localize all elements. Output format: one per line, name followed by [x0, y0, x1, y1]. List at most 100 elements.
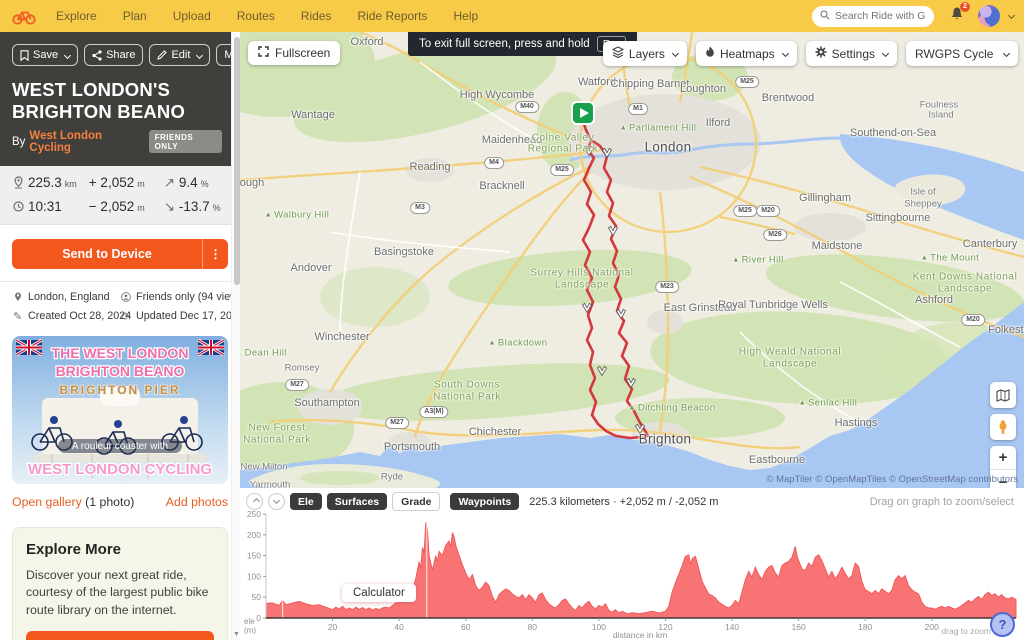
street-view-pegman-button[interactable] [990, 414, 1016, 440]
add-photos-link[interactable]: Add photos [165, 494, 228, 509]
account-menu-chevron-icon[interactable] [1006, 7, 1016, 25]
svg-text:BRIGHTON PIER: BRIGHTON PIER [59, 383, 180, 397]
search-box[interactable] [812, 5, 934, 27]
send-to-device-button[interactable]: Send to Device ⋮ [12, 238, 228, 269]
elevation-area [265, 522, 1017, 619]
tab-surfaces[interactable]: Surfaces [326, 493, 388, 510]
nav-item-routes[interactable]: Routes [236, 9, 275, 23]
open-gallery-link[interactable]: Open gallery [12, 494, 82, 509]
map-controls: Layers Heatmaps Settings RWGPS Cycle [602, 41, 1018, 66]
route-direction-arrow-icon [615, 308, 627, 320]
zoom-controls: + − [990, 446, 1016, 488]
map-base [240, 32, 1024, 488]
heatmaps-button[interactable]: Heatmaps [695, 41, 797, 66]
share-button[interactable]: Share [84, 44, 144, 66]
photo-count: (1 photo) [85, 494, 135, 509]
help-button[interactable]: ? [990, 612, 1015, 637]
notification-badge: 2 [960, 2, 970, 12]
privacy-badge: FRIENDS ONLY [148, 130, 222, 154]
search-input[interactable] [835, 10, 925, 22]
layers-button[interactable]: Layers [602, 41, 687, 66]
map-details-button[interactable] [990, 382, 1016, 408]
fullscreen-icon [258, 46, 269, 60]
expand-panel-button[interactable] [268, 493, 285, 510]
by-label: By [12, 135, 26, 148]
meta-created: ✎ Created Oct 28, 2024 [12, 310, 132, 323]
notifications-button[interactable]: 2 [950, 2, 970, 26]
svg-text:250: 250 [247, 509, 261, 519]
nav-item-ride-reports[interactable]: Ride Reports [357, 9, 428, 23]
y-axis-label: ele [244, 617, 255, 626]
basemap-select[interactable]: RWGPS Cycle [906, 41, 1018, 66]
svg-text:60: 60 [461, 622, 471, 632]
route-stats: 225.3 km + 2,052 m ↗ 9.4% 10:31 − 2,052 m ↘… [0, 165, 240, 225]
zoom-in-button[interactable]: + [990, 446, 1016, 470]
nav-item-plan[interactable]: Plan [122, 9, 147, 23]
svg-text:140: 140 [725, 622, 739, 632]
stat-time: 10:31 [12, 199, 89, 215]
collapse-panel-button[interactable] [246, 493, 263, 510]
stat-min-grade: ↘ -13.7% [163, 198, 221, 214]
route-sidebar: Save Share Edit More WEST LONDON'S BRIGH… [0, 32, 240, 640]
elevation-panel: Ele Surfaces Grade Waypoints 225.3 kilom… [240, 488, 1024, 640]
send-options-button[interactable]: ⋮ [202, 238, 228, 269]
route-direction-arrow-icon [581, 302, 593, 314]
svg-text:50: 50 [252, 592, 262, 602]
tab-waypoints[interactable]: Waypoints [450, 493, 520, 510]
svg-text:20: 20 [328, 622, 338, 632]
svg-text:200: 200 [247, 530, 261, 540]
svg-text:0: 0 [256, 613, 261, 623]
explore-more-body: Discover your next great ride, courtesy … [26, 567, 209, 617]
svg-text:WEST LONDON CYCLING: WEST LONDON CYCLING [28, 461, 212, 478]
sidebar-scrollbar[interactable]: ▼ [231, 32, 240, 640]
location-pin-icon [12, 292, 23, 302]
nav-item-rides[interactable]: Rides [300, 9, 332, 23]
elevation-chart[interactable]: 0 50 100 150 200 250 20 40 60 80 100 120 140 160 180 20… [240, 506, 1024, 640]
scrollbar-thumb[interactable] [233, 37, 240, 285]
svg-text:200: 200 [925, 622, 939, 632]
clock-icon [12, 201, 25, 212]
route-photo[interactable]: THE WEST LONDON BRIGHTON BEANO BRIGHTON … [12, 335, 228, 484]
gallery-row: Open gallery (1 photo) Add photos [0, 492, 240, 518]
union-jack-flag-left [15, 338, 43, 356]
save-button[interactable]: Save [12, 44, 79, 66]
svg-text:BRIGHTON BEANO: BRIGHTON BEANO [56, 363, 185, 379]
fullscreen-button[interactable]: Fullscreen [248, 41, 341, 65]
nav-item-explore[interactable]: Explore [56, 9, 97, 23]
nav-item-help[interactable]: Help [453, 9, 479, 23]
stat-descent: − 2,052 m [88, 198, 145, 214]
edit-button[interactable]: Edit [149, 44, 211, 66]
tab-grade[interactable]: Grade [392, 492, 441, 511]
scrollbar-down-arrow-icon[interactable]: ▼ [233, 631, 240, 638]
calculator-button[interactable]: Calculator [342, 584, 416, 602]
author-link[interactable]: West London Cycling [29, 129, 103, 154]
stat-max-grade: ↗ 9.4% [163, 174, 209, 190]
grade-down-icon: ↘ [163, 198, 175, 214]
sidebar-header: Save Share Edit More WEST LONDON'S BRIGH… [0, 32, 240, 166]
nav-item-upload[interactable]: Upload [172, 9, 211, 23]
route-byline: By West London Cycling FRIENDS ONLY [12, 130, 222, 154]
map-side-controls: + − [990, 382, 1016, 488]
search-icon [820, 7, 830, 25]
explore-more-button[interactable]: Explore More Routes Like This [26, 631, 214, 640]
settings-button[interactable]: Settings [805, 41, 897, 66]
elevation-controls: Ele Surfaces Grade Waypoints 225.3 kilom… [246, 492, 718, 511]
map-attribution[interactable]: © MapTiler © OpenMapTiles © OpenStreetMa… [766, 474, 1018, 485]
zoom-out-button[interactable]: − [998, 473, 1008, 489]
tab-ele[interactable]: Ele [290, 493, 322, 510]
grade-up-icon: ↗ [163, 174, 175, 190]
explore-more-title: Explore More [26, 540, 122, 558]
route-direction-arrow-icon [634, 423, 646, 435]
route-meta: London, England Friends only (94 views) … [0, 280, 240, 331]
svg-text:120: 120 [658, 622, 672, 632]
stat-distance: 225.3 km [12, 175, 89, 191]
heatmap-flame-icon [705, 46, 715, 61]
map-canvas[interactable]: OxfordWantageboroughHigh WycombeMaidenhe… [240, 32, 1024, 488]
avatar[interactable] [978, 5, 1000, 27]
svg-text:80: 80 [528, 622, 538, 632]
union-jack-flag-right [197, 338, 225, 356]
route-direction-arrow-icon [607, 225, 619, 237]
elevation-summary: 225.3 kilometers · +2,052 m / -2,052 m [529, 495, 719, 508]
rwgps-logo-icon[interactable] [12, 8, 36, 25]
refresh-icon: ⟳ [120, 310, 131, 323]
